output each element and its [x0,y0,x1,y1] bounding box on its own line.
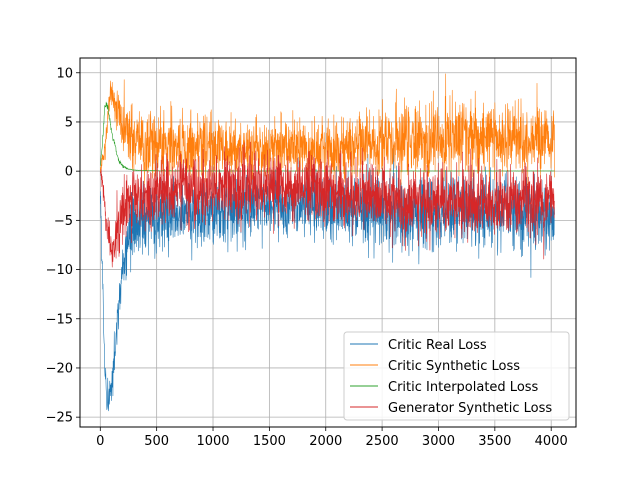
y-axis: −25 −20 −15 −10 −5 0 5 10 [46,66,80,426]
y-tick-label: −5 [54,214,73,229]
x-tick-label: 2500 [366,434,399,449]
x-axis: 0 500 1000 1500 2000 2500 3000 3500 4000 [96,427,568,449]
y-tick-label: −25 [46,411,73,426]
y-tick-label: 5 [65,115,73,130]
x-tick-label: 2000 [309,434,342,449]
plot-frame [79,57,577,428]
legend-label-critic-synthetic: Critic Synthetic Loss [388,359,520,374]
legend-label-critic-real: Critic Real Loss [388,338,487,353]
x-tick-label: 1000 [196,434,229,449]
x-tick-label: 3500 [478,434,511,449]
y-tick-label: 10 [56,66,73,81]
x-tick-label: 3000 [422,434,455,449]
series-layer [99,73,555,412]
legend: Critic Real Loss Critic Synthetic Loss C… [343,331,570,421]
y-tick-label: −20 [46,361,73,376]
series-generator-synthetic-loss [99,141,555,268]
y-tick-label: −10 [46,263,73,278]
legend-box [343,331,570,421]
x-tick-label: 1500 [253,434,286,449]
y-tick-label: 0 [65,165,73,180]
legend-label-critic-interpolated: Critic Interpolated Loss [388,380,539,395]
x-tick-label: 500 [144,434,169,449]
x-tick-label: 4000 [535,434,568,449]
x-tick-label: 0 [96,434,104,449]
y-tick-label: −15 [46,312,73,327]
legend-label-generator-synthetic: Generator Synthetic Loss [388,401,552,416]
series-critic-synthetic-loss [99,73,555,198]
